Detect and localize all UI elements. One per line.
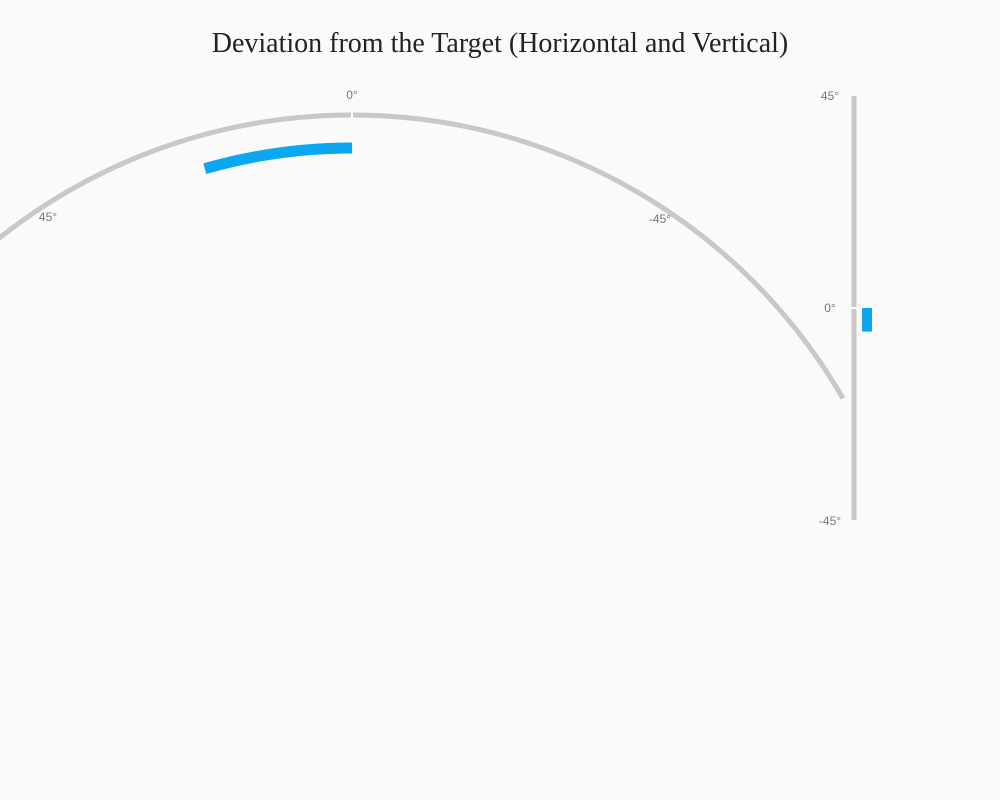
- vertical-tick-label-min: -45°: [819, 514, 841, 528]
- horizontal-tick-label-min: -45°: [649, 212, 671, 226]
- chart-title: Deviation from the Target (Horizontal an…: [211, 28, 789, 59]
- vertical-gauge-value-bar: [862, 308, 872, 332]
- vertical-tick-label-zero: 0°: [824, 301, 836, 315]
- vertical-gauge: 45° 0° -45°: [819, 89, 872, 528]
- horizontal-gauge-track: [0, 112, 846, 400]
- horizontal-gauge-value-bar: [203, 142, 353, 174]
- horizontal-tick-label-zero: 0°: [346, 88, 358, 102]
- horizontal-gauge: 45° 0° -45°: [0, 88, 846, 400]
- horizontal-tick-label-max: 45°: [39, 210, 57, 224]
- vertical-tick-label-max: 45°: [821, 89, 839, 103]
